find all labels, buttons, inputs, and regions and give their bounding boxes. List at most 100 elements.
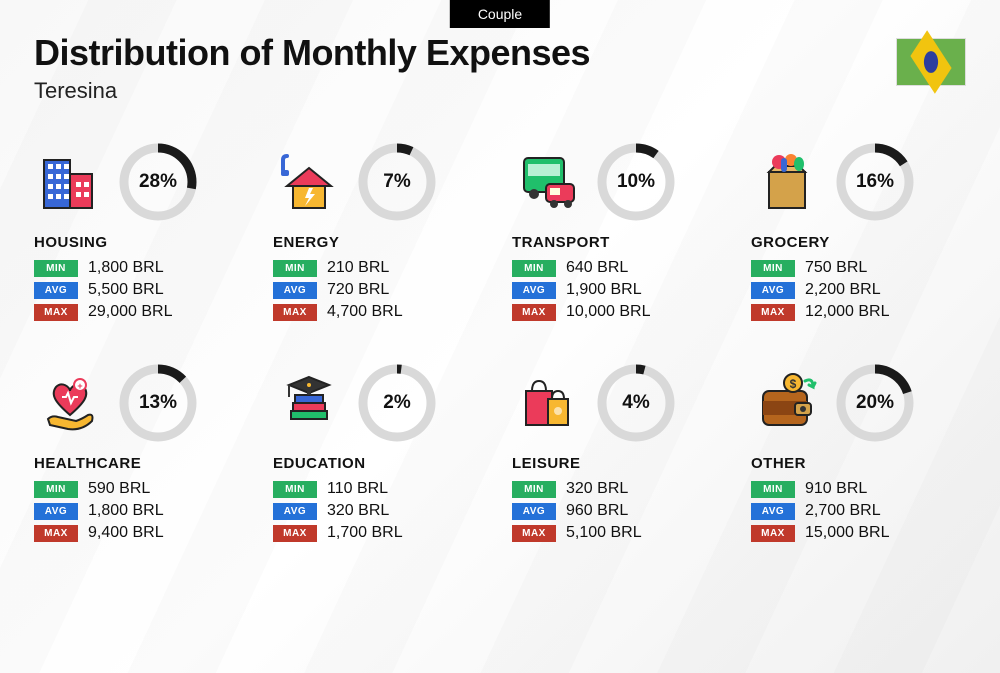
stat-min: MIN 910 BRL — [751, 480, 966, 498]
pct-ring-transport: 10% — [596, 142, 676, 222]
pct-value: 7% — [357, 142, 437, 222]
stat-min: MIN 1,800 BRL — [34, 259, 249, 277]
stat-max: MAX 12,000 BRL — [751, 303, 966, 321]
avg-tag: AVG — [34, 282, 78, 299]
card-other: $ 20% OTHER MIN 910 BRL AVG 2,700 BRL MA… — [751, 361, 966, 546]
header: Distribution of Monthly Expenses Teresin… — [34, 32, 966, 104]
stat-max: MAX 15,000 BRL — [751, 524, 966, 542]
stats-block: MIN 750 BRL AVG 2,200 BRL MAX 12,000 BRL — [751, 259, 966, 321]
avg-tag: AVG — [512, 282, 556, 299]
category-name: LEISURE — [512, 455, 727, 472]
categories-grid: 28% HOUSING MIN 1,800 BRL AVG 5,500 BRL … — [34, 140, 966, 546]
avg-value: 5,500 BRL — [88, 281, 164, 299]
min-value: 1,800 BRL — [88, 259, 164, 277]
max-tag: MAX — [751, 304, 795, 321]
avg-value: 1,800 BRL — [88, 502, 164, 520]
stat-min: MIN 640 BRL — [512, 259, 727, 277]
energy-house-icon — [273, 146, 345, 218]
avg-value: 720 BRL — [327, 281, 389, 299]
avg-tag: AVG — [751, 282, 795, 299]
stat-max: MAX 29,000 BRL — [34, 303, 249, 321]
max-value: 9,400 BRL — [88, 524, 164, 542]
pct-value: 20% — [835, 363, 915, 443]
pct-ring-leisure: 4% — [596, 363, 676, 443]
min-tag: MIN — [751, 481, 795, 498]
max-tag: MAX — [34, 525, 78, 542]
category-name: OTHER — [751, 455, 966, 472]
card-housing: 28% HOUSING MIN 1,800 BRL AVG 5,500 BRL … — [34, 140, 249, 325]
stat-avg: AVG 1,900 BRL — [512, 281, 727, 299]
min-tag: MIN — [512, 481, 556, 498]
pct-value: 16% — [835, 142, 915, 222]
avg-tag: AVG — [512, 503, 556, 520]
stats-block: MIN 210 BRL AVG 720 BRL MAX 4,700 BRL — [273, 259, 488, 321]
stat-avg: AVG 320 BRL — [273, 502, 488, 520]
svg-text:+: + — [77, 381, 82, 391]
max-tag: MAX — [273, 304, 317, 321]
pct-value: 13% — [118, 363, 198, 443]
stat-max: MAX 1,700 BRL — [273, 524, 488, 542]
wallet-icon: $ — [751, 367, 823, 439]
min-value: 640 BRL — [566, 259, 628, 277]
min-value: 320 BRL — [566, 480, 628, 498]
max-value: 5,100 BRL — [566, 524, 642, 542]
pct-value: 4% — [596, 363, 676, 443]
max-value: 4,700 BRL — [327, 303, 403, 321]
max-value: 1,700 BRL — [327, 524, 403, 542]
grocery-bag-icon — [751, 146, 823, 218]
stat-max: MAX 4,700 BRL — [273, 303, 488, 321]
card-education: 2% EDUCATION MIN 110 BRL AVG 320 BRL MAX… — [273, 361, 488, 546]
stats-block: MIN 1,800 BRL AVG 5,500 BRL MAX 29,000 B… — [34, 259, 249, 321]
min-tag: MIN — [751, 260, 795, 277]
max-value: 15,000 BRL — [805, 524, 890, 542]
stat-max: MAX 5,100 BRL — [512, 524, 727, 542]
category-name: HOUSING — [34, 234, 249, 251]
pct-ring-healthcare: 13% — [118, 363, 198, 443]
stat-max: MAX 9,400 BRL — [34, 524, 249, 542]
card-energy: 7% ENERGY MIN 210 BRL AVG 720 BRL MAX 4,… — [273, 140, 488, 325]
avg-value: 2,700 BRL — [805, 502, 881, 520]
stats-block: MIN 110 BRL AVG 320 BRL MAX 1,700 BRL — [273, 480, 488, 542]
avg-value: 1,900 BRL — [566, 281, 642, 299]
max-tag: MAX — [751, 525, 795, 542]
max-tag: MAX — [273, 525, 317, 542]
title-block: Distribution of Monthly Expenses Teresin… — [34, 32, 590, 104]
stats-block: MIN 590 BRL AVG 1,800 BRL MAX 9,400 BRL — [34, 480, 249, 542]
shopping-bags-icon — [512, 367, 584, 439]
min-tag: MIN — [273, 260, 317, 277]
category-name: ENERGY — [273, 234, 488, 251]
category-name: TRANSPORT — [512, 234, 727, 251]
min-tag: MIN — [34, 260, 78, 277]
page-title: Distribution of Monthly Expenses — [34, 32, 590, 74]
brazil-flag-icon — [896, 38, 966, 86]
max-value: 12,000 BRL — [805, 303, 890, 321]
avg-value: 320 BRL — [327, 502, 389, 520]
pct-ring-other: 20% — [835, 363, 915, 443]
pct-ring-education: 2% — [357, 363, 437, 443]
stat-avg: AVG 960 BRL — [512, 502, 727, 520]
min-value: 590 BRL — [88, 480, 150, 498]
category-name: GROCERY — [751, 234, 966, 251]
min-value: 210 BRL — [327, 259, 389, 277]
max-value: 10,000 BRL — [566, 303, 651, 321]
pct-ring-energy: 7% — [357, 142, 437, 222]
max-value: 29,000 BRL — [88, 303, 173, 321]
card-healthcare: + 13% HEALTHCARE MIN 590 BRL AVG 1,800 B… — [34, 361, 249, 546]
min-value: 910 BRL — [805, 480, 867, 498]
stat-min: MIN 110 BRL — [273, 480, 488, 498]
stats-block: MIN 910 BRL AVG 2,700 BRL MAX 15,000 BRL — [751, 480, 966, 542]
avg-tag: AVG — [751, 503, 795, 520]
avg-tag: AVG — [273, 282, 317, 299]
min-value: 110 BRL — [327, 480, 388, 498]
category-name: EDUCATION — [273, 455, 488, 472]
avg-value: 960 BRL — [566, 502, 628, 520]
pct-value: 28% — [118, 142, 198, 222]
stat-avg: AVG 2,200 BRL — [751, 281, 966, 299]
max-tag: MAX — [512, 525, 556, 542]
pct-ring-grocery: 16% — [835, 142, 915, 222]
avg-value: 2,200 BRL — [805, 281, 881, 299]
stat-avg: AVG 5,500 BRL — [34, 281, 249, 299]
min-tag: MIN — [34, 481, 78, 498]
stats-block: MIN 640 BRL AVG 1,900 BRL MAX 10,000 BRL — [512, 259, 727, 321]
min-tag: MIN — [273, 481, 317, 498]
